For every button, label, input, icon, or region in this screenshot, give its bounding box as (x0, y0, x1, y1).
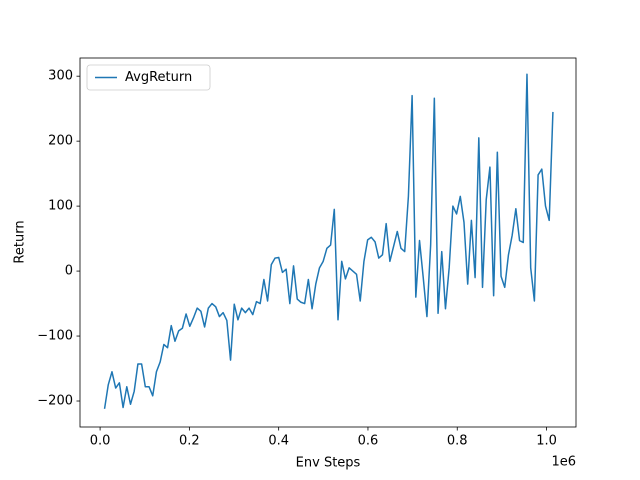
y-tick-label: 0 (65, 264, 73, 279)
legend-box (86, 64, 211, 91)
y-tick-label: −100 (37, 329, 73, 344)
y-tick-label: 200 (48, 134, 73, 149)
line-series (103, 73, 554, 409)
y-axis-label: Return (13, 220, 28, 263)
x-tick-label: 1.0 (536, 434, 557, 449)
y-tick-label: 100 (48, 199, 73, 214)
y-tick-label: −200 (37, 394, 73, 409)
x-tick-label: 0.8 (447, 434, 468, 449)
x-offset-text: 1e6 (551, 455, 576, 470)
x-tick-label: 0.2 (179, 434, 200, 449)
legend-label: AvgReturn (125, 70, 192, 85)
axes-frame (79, 57, 577, 428)
x-tick-label: 0.0 (90, 434, 111, 449)
x-tick-label: 0.6 (358, 434, 379, 449)
y-tick-label: 300 (48, 69, 73, 84)
x-tick-label: 0.4 (268, 434, 289, 449)
x-axis-label: Env Steps (296, 456, 361, 471)
